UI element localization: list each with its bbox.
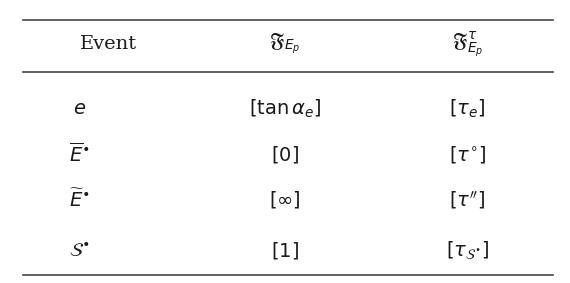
Text: $[0]$: $[0]$ <box>271 144 299 165</box>
Text: $\mathfrak{F}_{E_p}$: $\mathfrak{F}_{E_p}$ <box>269 31 301 56</box>
Text: Event: Event <box>80 35 137 53</box>
Text: $[\tau^{\circ}]$: $[\tau^{\circ}]$ <box>449 144 486 165</box>
Text: $\widetilde{E}^{\bullet}$: $\widetilde{E}^{\bullet}$ <box>70 188 90 211</box>
Text: $[\tau'']$: $[\tau'']$ <box>449 188 486 211</box>
Text: $\mathfrak{F}^{\tau}_{E_p}$: $\mathfrak{F}^{\tau}_{E_p}$ <box>451 29 483 59</box>
Text: $[\tan \alpha_e]$: $[\tan \alpha_e]$ <box>249 98 321 120</box>
Text: $\overline{E}^{\bullet}$: $\overline{E}^{\bullet}$ <box>70 142 90 166</box>
Text: $[\infty]$: $[\infty]$ <box>269 189 301 210</box>
Text: $[\tau_e]$: $[\tau_e]$ <box>449 98 486 120</box>
Text: $[\tau_{\mathcal{S}^{\bullet}}]$: $[\tau_{\mathcal{S}^{\bullet}}]$ <box>446 239 489 261</box>
Text: $e$: $e$ <box>73 99 87 119</box>
Text: $\mathcal{S}^{\bullet}$: $\mathcal{S}^{\bullet}$ <box>70 241 90 260</box>
Text: $[1]$: $[1]$ <box>271 240 299 261</box>
